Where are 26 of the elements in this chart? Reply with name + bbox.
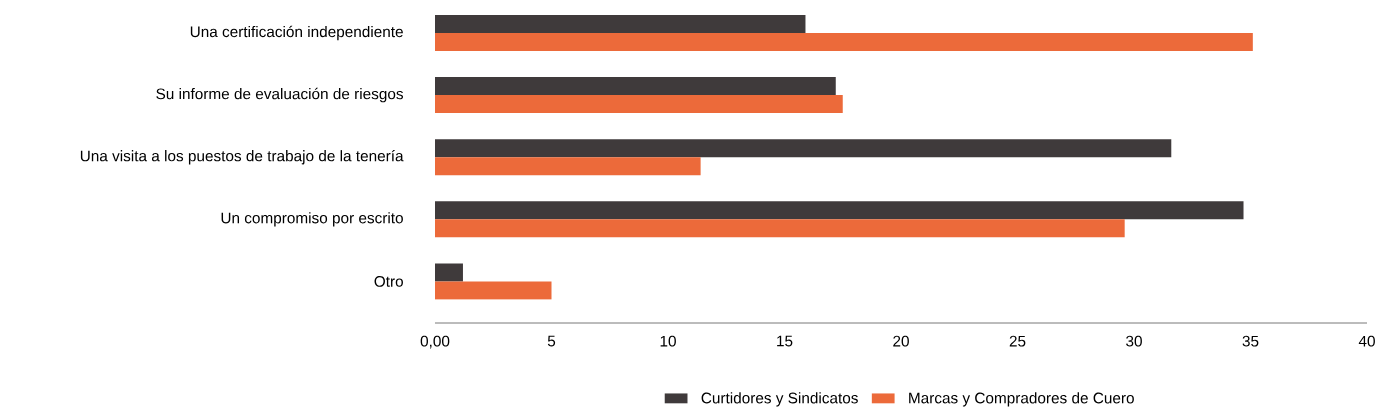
x-tick-label: 10: [660, 335, 676, 347]
legend-label: Curtidores y Sindicatos: [701, 392, 858, 407]
bar: [435, 157, 701, 176]
x-tick-label: 30: [1126, 335, 1142, 347]
x-tick-label: 25: [1009, 335, 1026, 347]
x-tick-label: 5: [547, 335, 556, 347]
bar: [435, 201, 1244, 220]
y-tick-label: Un compromiso por escrito: [221, 212, 403, 227]
bar: [435, 219, 1125, 238]
x-tick-label: 40: [1358, 335, 1375, 347]
y-tick-label: Una visita a los puestos de trabajo de la tenería: [80, 149, 404, 165]
x-tick-label: 15: [777, 335, 793, 347]
x-tick-label: 35: [1242, 335, 1259, 347]
x-tick-label: 20: [893, 335, 909, 347]
bar: [435, 14, 806, 33]
bar: [435, 263, 463, 282]
legend-label: Marcas y Compradores de Cuero: [909, 392, 1134, 407]
bar: [435, 32, 1253, 51]
y-tick-label: Una certificación independiente: [190, 25, 403, 41]
x-tick-label: 0,00: [420, 335, 450, 349]
bar: [435, 77, 836, 96]
y-tick-label: Otro: [374, 275, 403, 287]
bar: [435, 95, 843, 114]
y-tick-label: Su informe de evaluación de riesgos: [156, 87, 404, 103]
bar: [435, 281, 552, 300]
bar: [435, 139, 1172, 158]
